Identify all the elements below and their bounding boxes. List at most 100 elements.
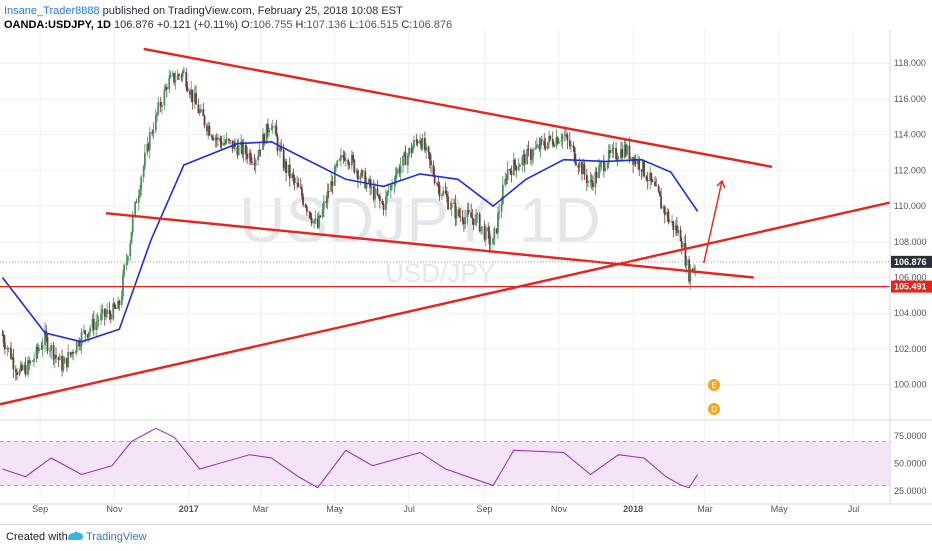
price-tags: 106.876 105.491 (891, 255, 932, 293)
candle-body (171, 73, 174, 75)
symbol-name[interactable]: OANDA:USDJPY, 1D (4, 19, 111, 31)
candle-body (157, 102, 160, 114)
candle-body (655, 185, 658, 187)
candle-body (55, 355, 57, 358)
candle-body (19, 364, 22, 372)
candle-body (326, 191, 329, 204)
candle-body (544, 145, 547, 149)
candle-body (343, 157, 346, 161)
candle-body (472, 218, 475, 226)
candle-body (146, 144, 149, 153)
candle-body (693, 268, 695, 272)
candle-body (279, 147, 281, 152)
earnings-icon[interactable]: E (708, 379, 720, 391)
candle-body (415, 140, 418, 141)
candle-body (159, 102, 162, 107)
candle-body (615, 147, 617, 159)
author-link[interactable]: Insane_Trader8888 (4, 5, 100, 17)
candle-body (657, 185, 660, 192)
candle-body (236, 146, 239, 156)
candle-body (310, 218, 313, 224)
candle-body (66, 357, 68, 368)
candle-body (386, 192, 389, 197)
candle-body (387, 190, 390, 193)
candle-body (561, 134, 564, 141)
price-axis-label: 100.000 (894, 380, 927, 390)
candle-body (330, 181, 333, 192)
candle-body (626, 145, 628, 155)
candle-body (421, 138, 424, 149)
candle-body (301, 188, 303, 197)
candle-body (344, 159, 347, 161)
candle-body (471, 217, 474, 219)
candle-body (86, 334, 89, 338)
candle-body (83, 330, 85, 332)
footer: Created with TradingView (0, 524, 932, 551)
candle-body (551, 138, 554, 145)
candle-body (117, 301, 119, 309)
price-axis-label: 112.000 (894, 165, 926, 175)
candle-body (548, 135, 550, 143)
chart-canvas[interactable]: USDJPY, 1D USD/JPY 100.000 102.000 104.000… (0, 30, 932, 524)
candle-body (21, 364, 23, 371)
candle-body (248, 152, 251, 159)
candle-body (29, 360, 32, 364)
candle-body (506, 168, 509, 180)
candle-body (574, 161, 577, 166)
candle-body (606, 163, 609, 168)
candle-body (165, 87, 168, 90)
candle-body (589, 180, 592, 182)
candle-body (540, 139, 543, 141)
candle-body (467, 209, 470, 213)
candle-body (287, 164, 290, 174)
candle-body (565, 134, 568, 136)
last-price-tag: 106.876 (894, 257, 927, 267)
candle-body (514, 159, 516, 166)
low-label: L: (349, 19, 359, 31)
candle-body (505, 178, 508, 180)
candle-body (539, 139, 542, 150)
candle-body (638, 159, 641, 170)
candle-body (148, 132, 151, 151)
candle-body (364, 171, 367, 189)
projection-arrowhead (716, 179, 726, 189)
candle-body (557, 141, 560, 144)
candle-body (444, 190, 447, 194)
candle-body (599, 163, 602, 167)
candle-body (480, 226, 482, 232)
candle-body (61, 355, 63, 371)
candle-body (445, 193, 448, 197)
rsi-line (2, 427, 699, 489)
candle-body (377, 194, 380, 196)
candle-body (623, 144, 626, 158)
candle-body (91, 318, 94, 329)
candle-body (126, 256, 129, 262)
candle-body (464, 216, 466, 225)
candle-body (651, 180, 654, 182)
tradingview-brand-link[interactable]: TradingView (86, 531, 147, 543)
candle-body (450, 202, 453, 208)
candle-body (667, 211, 670, 222)
candle-body (291, 173, 294, 179)
candle-body (27, 360, 29, 375)
candle-body (114, 307, 117, 309)
candle-body (368, 179, 370, 183)
candle-body (143, 152, 146, 167)
candle-body (650, 172, 653, 181)
candle-body (142, 166, 145, 177)
candle-body (163, 90, 166, 106)
candle-body (333, 166, 336, 186)
candle-body (249, 152, 252, 162)
candle-body (181, 71, 184, 77)
dividend-icon[interactable]: D (708, 403, 720, 415)
candle-body (130, 231, 133, 244)
high-label: H: (295, 19, 307, 31)
candle-body (75, 341, 78, 352)
price-axis-label: 110.000 (894, 201, 926, 211)
candle-body (566, 134, 569, 141)
candle-body (598, 166, 600, 178)
candle-body (453, 202, 456, 204)
candle-body (518, 164, 521, 167)
candle-body (592, 182, 594, 188)
candle-body (79, 345, 82, 347)
